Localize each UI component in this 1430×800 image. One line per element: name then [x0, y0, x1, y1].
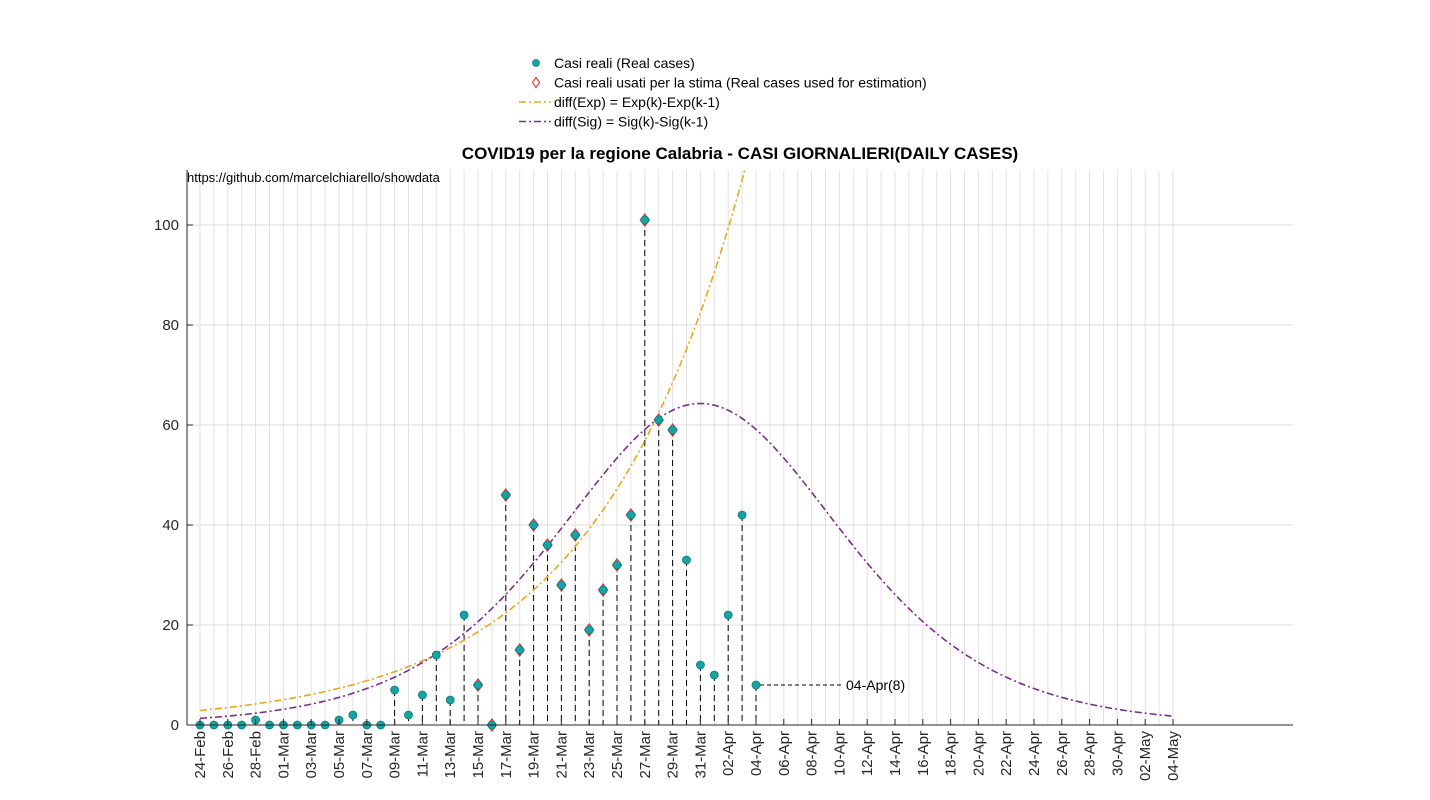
- x-tick-label: 19-Mar: [526, 731, 543, 779]
- real-case-point: [473, 680, 483, 690]
- x-tick-label: 15-Mar: [470, 731, 487, 779]
- x-tick-label: 20-Apr: [970, 731, 987, 776]
- real-case-point: [390, 685, 400, 695]
- y-tick-label: 80: [162, 317, 179, 334]
- real-case-point: [459, 610, 469, 620]
- real-case-point: [557, 580, 566, 590]
- legend-label: Casi reali (Real cases): [554, 55, 695, 71]
- real-case-point: [445, 695, 455, 705]
- x-tick-label: 30-Apr: [1109, 731, 1126, 776]
- annotation-group: 04-Apr(8): [760, 677, 905, 693]
- y-tick-label: 0: [171, 717, 179, 734]
- x-tick-label: 26-Feb: [220, 731, 237, 779]
- legend-swatch-marker: [531, 76, 541, 89]
- real-case-point: [598, 585, 608, 595]
- x-tick-label: 22-Apr: [998, 731, 1015, 776]
- y-tick-label: 20: [162, 617, 179, 634]
- stem-lines: [255, 220, 757, 725]
- source-url: https://github.com/marcelchiarello/showd…: [187, 170, 441, 185]
- x-tick-label: 14-Apr: [887, 731, 904, 776]
- y-tick-label: 40: [162, 517, 179, 534]
- real-case-point: [737, 510, 747, 520]
- x-tick-label: 01-Mar: [275, 731, 292, 779]
- x-tick-label: 29-Mar: [665, 731, 682, 779]
- x-tick-label: 04-May: [1165, 731, 1182, 782]
- real-case-point: [612, 560, 622, 570]
- x-tick-label: 03-Mar: [303, 731, 320, 779]
- curve-line: [199, 402, 1174, 720]
- x-tick-label: 25-Mar: [609, 731, 626, 779]
- real-case-point: [696, 660, 705, 670]
- legend-label: Casi reali usati per la stima (Real case…: [554, 75, 927, 91]
- y-tick-label: 60: [162, 417, 179, 434]
- real-case-point: [709, 670, 719, 680]
- x-tick-label: 28-Apr: [1082, 731, 1099, 776]
- real-case-point: [584, 625, 594, 635]
- x-tick-label: 06-Apr: [776, 731, 793, 776]
- x-tick-label: 09-Mar: [387, 731, 404, 779]
- legend: Casi reali (Real cases) Casi reali usati …: [519, 55, 927, 130]
- real-case-point: [682, 555, 691, 565]
- x-tick-label: 12-Apr: [859, 731, 876, 776]
- x-tick-label: 24-Feb: [192, 731, 209, 779]
- y-tick-label: 100: [154, 217, 179, 234]
- real-case-point: [751, 680, 761, 690]
- x-tick-label: 07-Mar: [359, 731, 376, 779]
- real-case-point: [515, 645, 525, 655]
- x-tick-label: 27-Mar: [637, 731, 654, 779]
- x-tick-label: 23-Mar: [581, 731, 598, 779]
- real-case-point: [626, 510, 636, 520]
- legend-swatch-point: [532, 59, 540, 67]
- x-tick-label: 10-Apr: [831, 731, 848, 776]
- x-tick-label: 04-Apr: [748, 731, 765, 776]
- real-case-point: [417, 690, 427, 700]
- x-tick-label: 08-Apr: [804, 731, 821, 776]
- legend-label: diff(Exp) = Exp(k)-Exp(k-1): [554, 94, 720, 110]
- real-case-point: [404, 710, 413, 720]
- x-tick-label: 16-Apr: [915, 731, 932, 776]
- x-tick-label: 24-Apr: [1026, 731, 1043, 776]
- axes: 0 20 40 60 80 100 24-Feb 26-Feb 28-Feb 01-Mar 03-M…: [154, 170, 1293, 781]
- x-tick-label: 31-Mar: [692, 731, 709, 779]
- grid-lines: [187, 170, 1293, 726]
- real-case-point: [348, 710, 358, 720]
- x-tick-label: 17-Mar: [498, 731, 515, 779]
- model-curves: [199, 170, 1174, 720]
- real-case-point: [570, 530, 580, 540]
- x-tick-label: 26-Apr: [1054, 731, 1071, 776]
- curve-line: [199, 170, 746, 712]
- real-case-point: [543, 540, 552, 550]
- real-case-point: [654, 415, 664, 425]
- real-case-point: [668, 425, 677, 435]
- real-case-point: [431, 650, 441, 660]
- x-tick-label: 21-Mar: [553, 731, 570, 779]
- x-tick-label: 18-Apr: [943, 731, 960, 776]
- x-tick-label: 13-Mar: [442, 731, 459, 779]
- x-tick-label: 11-Mar: [414, 731, 431, 777]
- x-tick-label: 02-May: [1137, 731, 1154, 782]
- x-tick-label: 05-Mar: [331, 731, 348, 779]
- x-tick-label: 02-Apr: [720, 731, 737, 776]
- chart-title: COVID19 per la regione Calabria - CASI G…: [462, 144, 1018, 163]
- real-case-point: [640, 215, 650, 225]
- x-tick-label: 28-Feb: [248, 731, 265, 779]
- legend-label: diff(Sig) = Sig(k)-Sig(k-1): [554, 114, 708, 130]
- annotation-label: 04-Apr(8): [846, 677, 905, 693]
- real-case-point: [529, 520, 538, 530]
- real-case-point: [723, 610, 733, 620]
- real-case-point: [501, 490, 511, 500]
